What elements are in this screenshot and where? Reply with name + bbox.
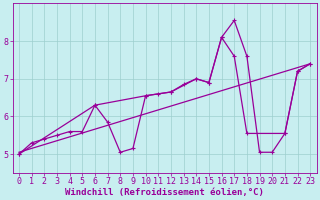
X-axis label: Windchill (Refroidissement éolien,°C): Windchill (Refroidissement éolien,°C) <box>65 188 264 197</box>
